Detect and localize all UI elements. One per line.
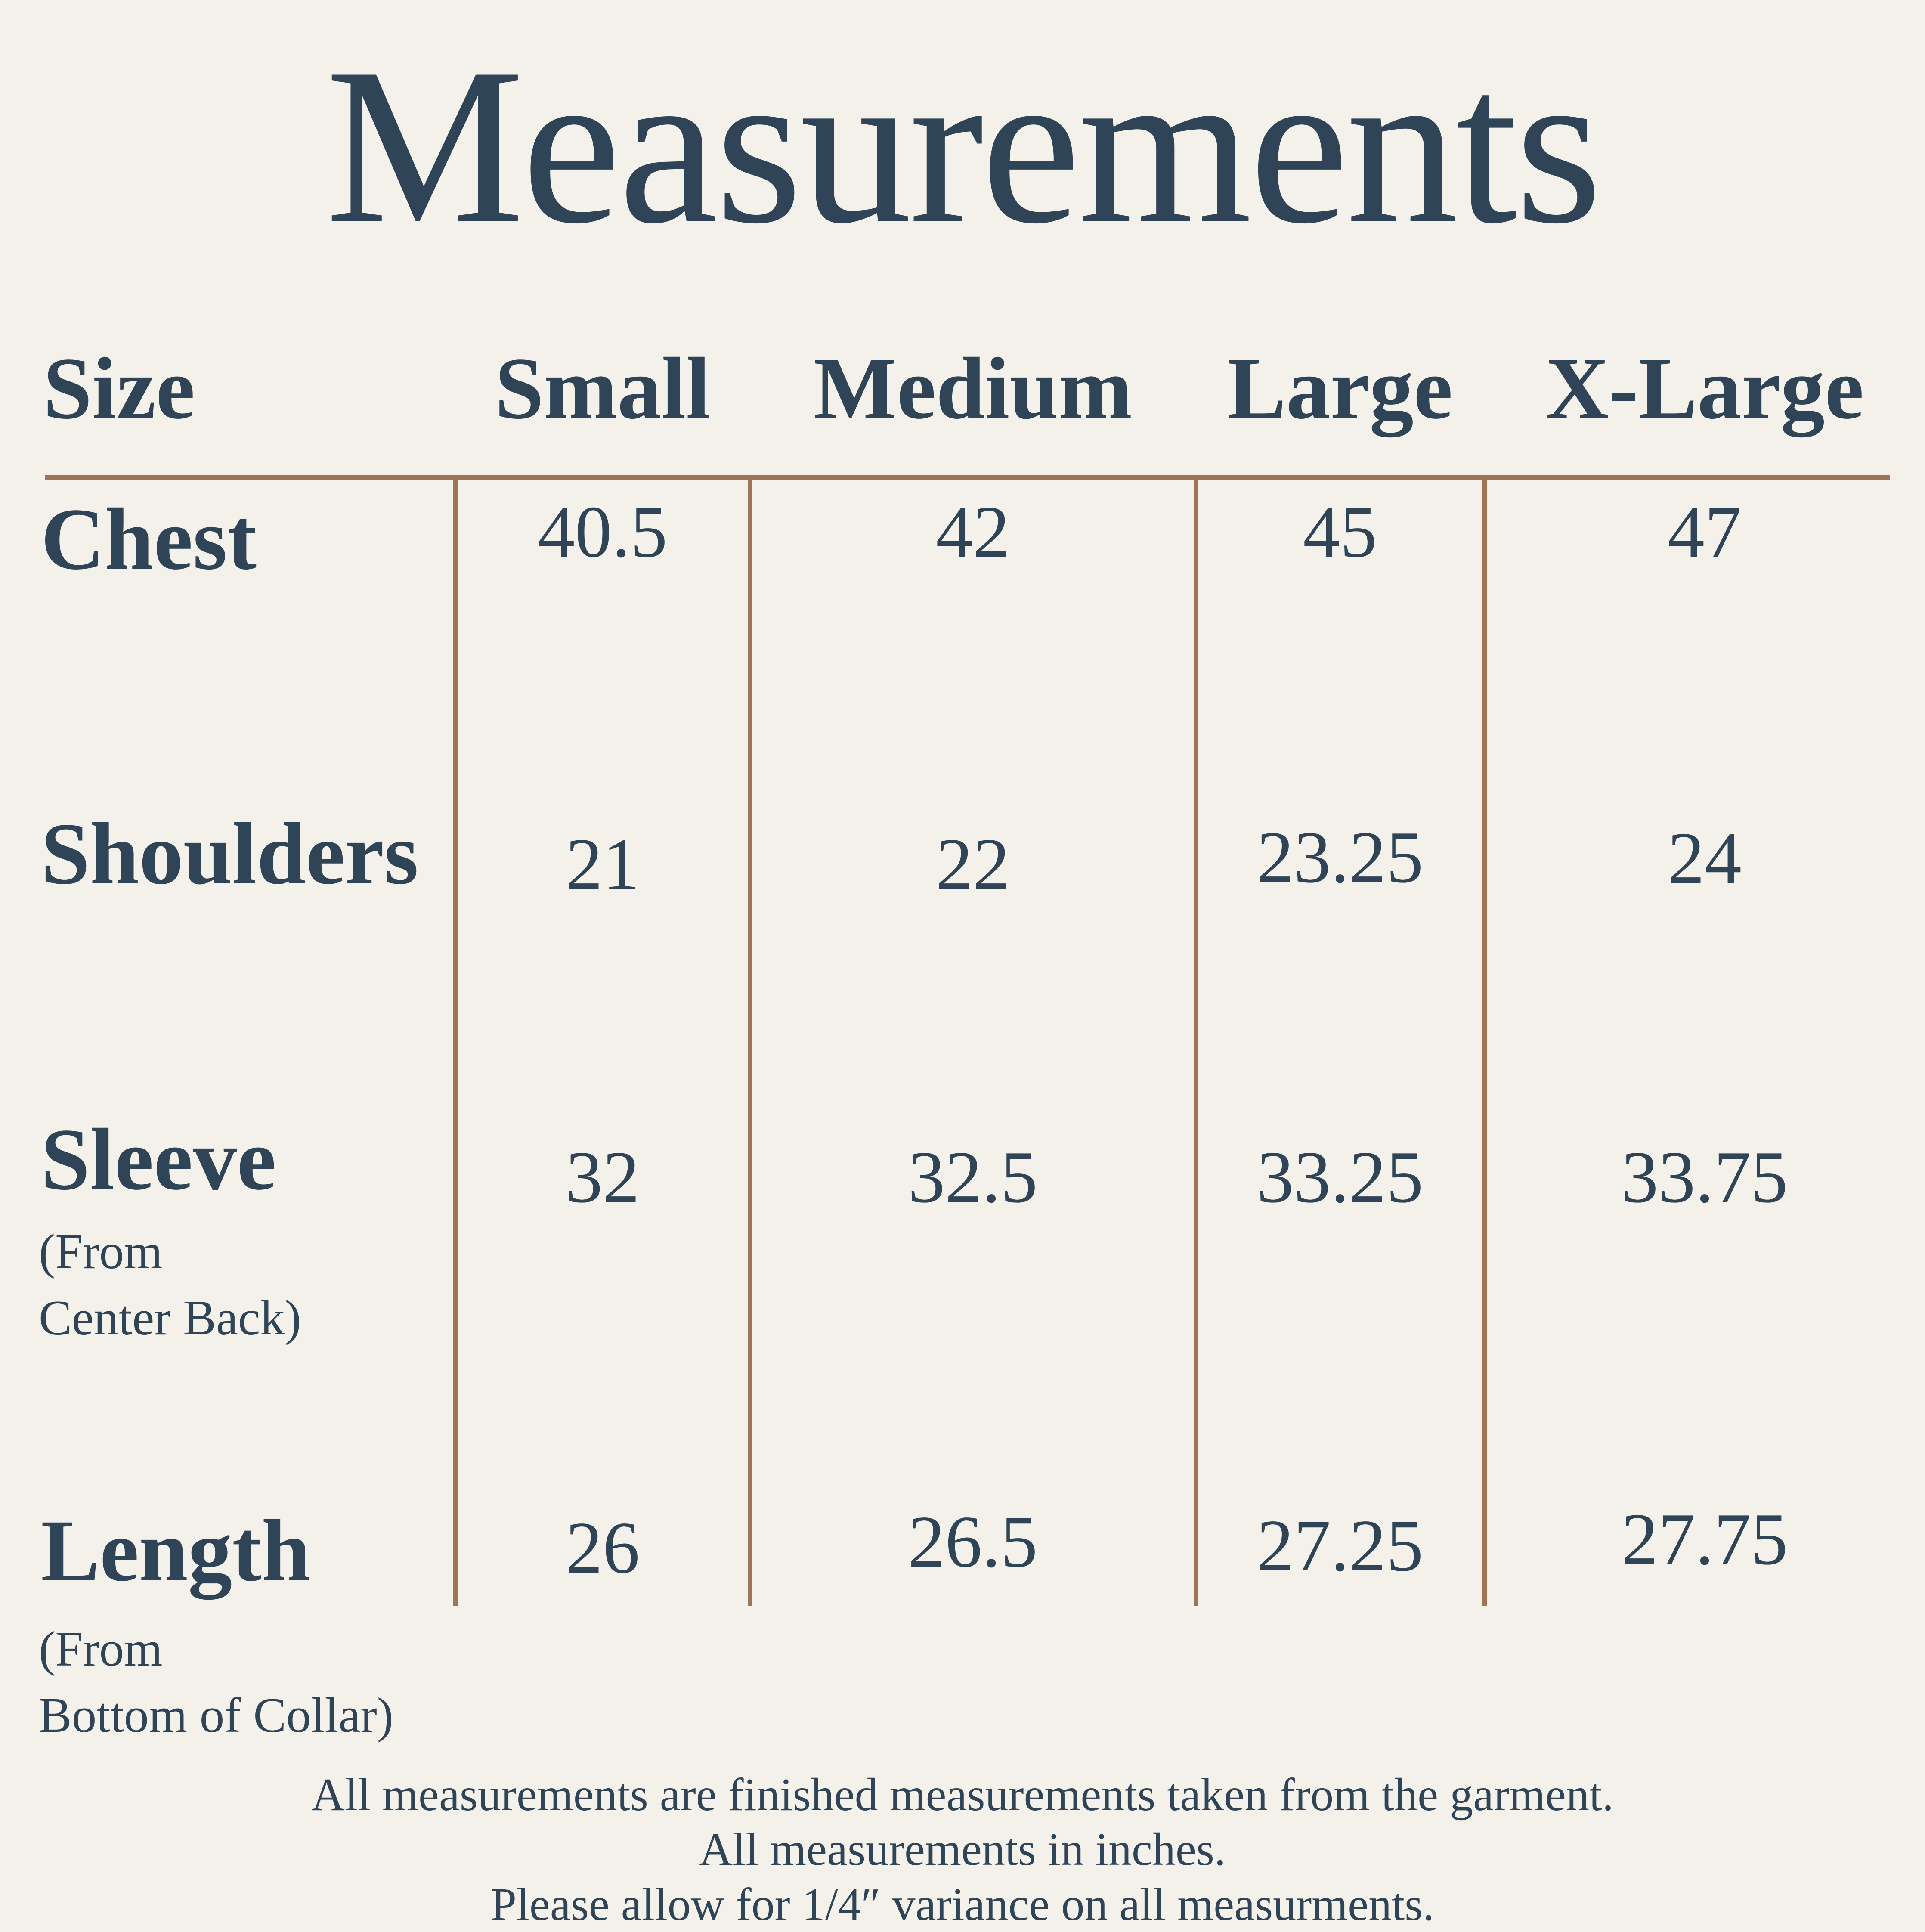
table-cell-sleeve-small: 32 (566, 1136, 640, 1218)
table-cell-length-medium: 26.5 (908, 1501, 1038, 1583)
row-label-sleeve: Sleeve (41, 1111, 276, 1208)
table-cell-sleeve-large: 33.25 (1257, 1136, 1424, 1218)
row-label-length: Length (41, 1502, 311, 1600)
column-header-large: Large (1227, 340, 1453, 437)
table-cell-length-large: 27.25 (1257, 1505, 1424, 1587)
column-header-xlarge: X-Large (1545, 340, 1864, 437)
row-label-shoulders: Shoulders (41, 805, 419, 903)
row-sublabel-sleeve: (From Center Back) (39, 1224, 301, 1346)
table-cell-shoulders-large: 23.25 (1257, 817, 1424, 898)
row-sublabel-length: (From Bottom of Collar) (39, 1622, 394, 1743)
table-cell-chest-medium: 42 (936, 491, 1010, 573)
column-divider-line (1194, 480, 1198, 1606)
row-label-chest: Chest (41, 490, 257, 588)
footer-note-line: All measurements are finished measuremen… (311, 1769, 1614, 1821)
footer-note-line: Please allow for 1/4″ variance on all me… (490, 1879, 1435, 1930)
table-cell-shoulders-xlarge: 24 (1668, 817, 1742, 899)
footer-notes: All measurements are finished measuremen… (0, 1768, 1925, 1932)
page-title: Measurements (325, 22, 1602, 270)
column-divider-line (748, 480, 752, 1606)
table-cell-chest-small: 40.5 (538, 491, 668, 573)
column-divider-line (1482, 480, 1487, 1606)
table-cell-sleeve-xlarge: 33.75 (1621, 1136, 1788, 1218)
table-cell-sleeve-medium: 32.5 (908, 1136, 1038, 1218)
table-cell-shoulders-medium: 22 (936, 824, 1010, 905)
column-header-size: Size (43, 340, 195, 437)
header-divider-line (45, 475, 1890, 480)
table-cell-chest-large: 45 (1303, 491, 1377, 573)
footer-note-line: All measurements in inches. (699, 1824, 1226, 1876)
table-cell-length-xlarge: 27.75 (1621, 1499, 1788, 1580)
column-divider-line (453, 480, 458, 1606)
table-cell-shoulders-small: 21 (566, 824, 640, 905)
table-cell-length-small: 26 (566, 1507, 640, 1589)
column-header-medium: Medium (813, 340, 1133, 437)
column-header-small: Small (495, 340, 711, 437)
table-cell-chest-xlarge: 47 (1668, 491, 1742, 573)
